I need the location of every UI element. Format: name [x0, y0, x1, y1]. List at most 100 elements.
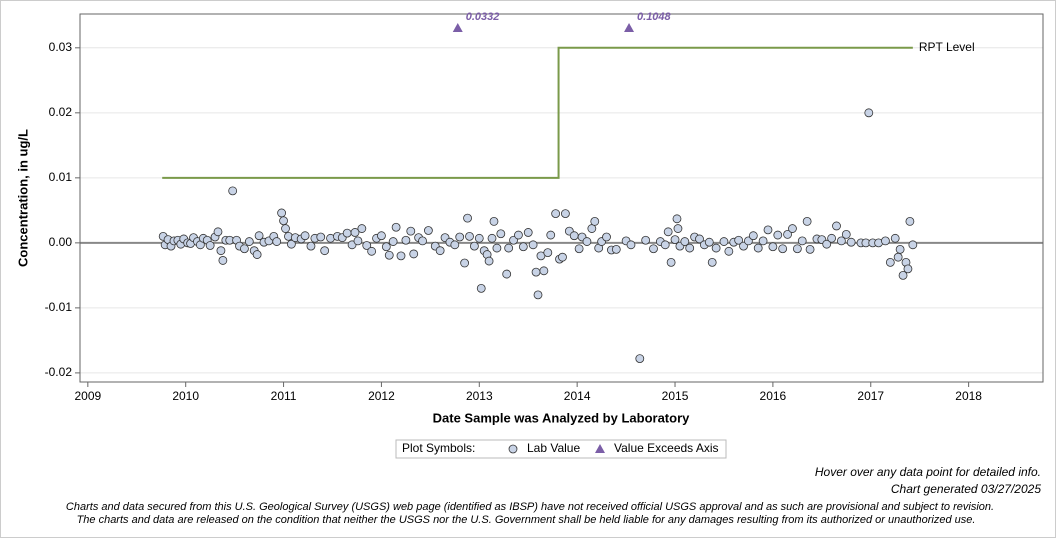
legend-label: Value Exceeds Axis: [614, 441, 719, 455]
lab-value-point: [707, 257, 717, 267]
lab-value-point: [523, 228, 533, 237]
lab-value-point: [635, 354, 645, 363]
lab-value-point: [602, 232, 611, 242]
lab-value-point: [670, 235, 680, 245]
lab-value-point: [773, 230, 783, 240]
lab-value-point: [574, 244, 584, 254]
x-tick-label: 2011: [271, 389, 297, 403]
lab-value-point: [546, 230, 556, 240]
lab-value-point: [213, 227, 223, 237]
lab-value-point: [254, 231, 264, 241]
lab-value-point: [518, 242, 528, 252]
lab-value-point: [406, 226, 416, 236]
lab-value-point: [719, 237, 729, 246]
lab-value-point: [663, 227, 673, 237]
lab-value-point: [802, 217, 812, 226]
lab-value-point: [539, 266, 549, 276]
reference-label: RPT Level: [919, 40, 975, 54]
lab-value-point: [306, 241, 316, 251]
lab-value-point: [672, 214, 682, 224]
lab-value-point: [822, 239, 832, 249]
lab-value-point: [396, 251, 406, 261]
lab-value-point: [492, 243, 502, 253]
lab-value-point: [487, 233, 497, 243]
lab-value-point: [205, 241, 215, 250]
lab-value-point: [846, 237, 856, 247]
lab-value-point: [758, 236, 768, 246]
lab-value-point: [401, 235, 411, 245]
lab-value-point: [792, 244, 802, 254]
lab-value-point: [357, 224, 367, 233]
lab-value-point: [514, 230, 523, 240]
lab-value-point: [381, 242, 391, 252]
lab-value-point: [561, 209, 570, 219]
lab-value-point: [711, 243, 721, 253]
lab-value-point: [469, 241, 479, 251]
x-tick-label: 2010: [172, 389, 199, 403]
lab-value-point: [460, 258, 470, 268]
lab-value-point: [905, 217, 915, 226]
lab-value-point: [898, 270, 908, 280]
lab-value-point: [320, 246, 330, 256]
lab-value-point: [388, 237, 398, 246]
y-tick-label: -0.01: [45, 300, 73, 314]
lab-value-point: [660, 240, 670, 250]
lab-value-point: [734, 235, 744, 245]
legend-box: [395, 439, 727, 459]
lab-value-point: [836, 236, 846, 246]
lab-value-point: [649, 244, 658, 254]
lab-value-point: [768, 242, 778, 252]
lab-value-point: [893, 252, 903, 262]
lab-value-point: [903, 264, 913, 274]
lab-value-point: [218, 256, 228, 265]
lab-value-point: [435, 246, 445, 256]
lab-value-point: [783, 230, 792, 239]
x-tick-label: 2016: [760, 389, 787, 403]
annotation: Hover over any data point for detailed i…: [815, 465, 1041, 479]
y-tick-label: 0.00: [49, 235, 73, 249]
legend-symbol: [508, 444, 518, 454]
legend-title: Plot Symbols:: [402, 441, 475, 455]
lab-value-point: [228, 186, 238, 196]
lab-value-point: [533, 290, 543, 300]
lab-value-point: [890, 233, 900, 243]
lab-value-point: [391, 222, 401, 232]
lab-value-point: [558, 252, 567, 262]
lab-value-point: [484, 256, 494, 266]
x-tick-label: 2018: [955, 389, 982, 403]
lab-value-point: [724, 246, 734, 256]
lab-value-point: [353, 236, 363, 246]
x-tick-label: 2013: [466, 389, 493, 403]
legend-symbol: [595, 444, 605, 453]
lab-value-point: [666, 257, 676, 267]
lab-value-point: [489, 217, 499, 226]
lab-value-point: [496, 229, 506, 239]
annotation: Chart generated 03/27/2025: [891, 482, 1041, 496]
lab-value-point: [424, 226, 433, 235]
lab-value-point: [673, 224, 683, 233]
lab-value-point: [240, 244, 249, 254]
disclaimer: Charts and data secured from this U.S. G…: [66, 501, 994, 513]
x-tick-label: 2017: [857, 389, 884, 403]
lab-value-point: [277, 208, 287, 218]
lab-value-point: [832, 221, 841, 231]
disclaimer: The charts and data are released on the …: [77, 514, 976, 526]
lab-value-point: [680, 237, 690, 246]
lab-value-point: [286, 239, 296, 249]
lab-value-point: [418, 236, 427, 246]
legend-label: Lab Value: [527, 441, 580, 455]
lab-value-point: [590, 217, 600, 226]
lab-value-point: [805, 244, 815, 254]
lab-value-point: [685, 243, 695, 253]
lab-value-point: [465, 231, 474, 241]
y-tick-label: 0.01: [49, 170, 73, 184]
lab-value-point: [569, 231, 579, 241]
lab-value-point: [281, 224, 290, 233]
y-tick-label: -0.02: [45, 365, 73, 379]
lab-value-point: [748, 231, 758, 241]
lab-value-point: [543, 248, 553, 258]
lab-value-point: [881, 236, 890, 246]
lab-value-point: [763, 225, 773, 235]
lab-value-point: [528, 240, 538, 250]
